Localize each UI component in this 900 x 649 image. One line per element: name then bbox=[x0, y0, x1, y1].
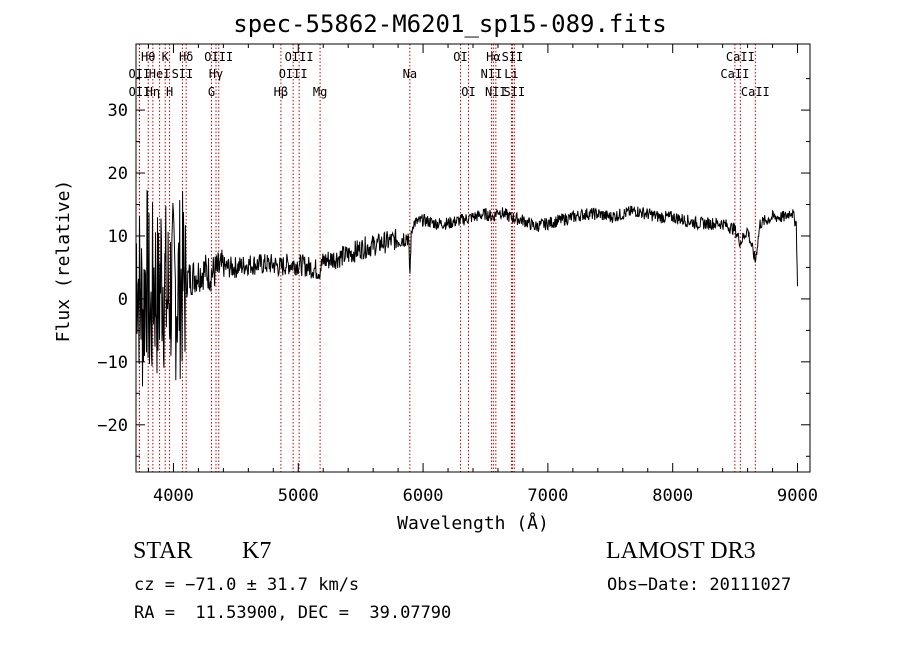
spectral-line-markers bbox=[138, 44, 756, 472]
line-label-CaII: CaII bbox=[726, 50, 755, 64]
plot-frame bbox=[135, 43, 811, 473]
line-label-SII: SII bbox=[172, 67, 194, 81]
line-label-Hη: Hη bbox=[146, 85, 160, 99]
y-tick-label: 0 bbox=[118, 290, 128, 310]
line-label-Na: Na bbox=[403, 67, 417, 81]
line-label-OII: OII bbox=[129, 67, 151, 81]
line-label-Hδ: Hδ bbox=[179, 50, 193, 64]
y-tick-label: 30 bbox=[108, 101, 128, 121]
line-label-Hγ: Hγ bbox=[209, 67, 223, 81]
line-label-Hθ: Hθ bbox=[141, 50, 155, 64]
line-label-NII: NII bbox=[485, 85, 507, 99]
object-subclass: K7 bbox=[242, 538, 272, 564]
line-label-Li: Li bbox=[504, 67, 518, 81]
line-label-Hβ: Hβ bbox=[274, 85, 288, 99]
line-label-OIII: OIII bbox=[285, 50, 314, 64]
object-class: STAR bbox=[133, 538, 193, 564]
line-label-CaII: CaII bbox=[741, 85, 770, 99]
line-label-K: K bbox=[162, 50, 170, 64]
y-axis-label: Flux (relative) bbox=[53, 180, 74, 343]
y-tick-label: −10 bbox=[97, 353, 128, 373]
line-label-OIII: OIII bbox=[279, 67, 308, 81]
observation-date: Obs−Date: 20111027 bbox=[607, 575, 792, 595]
chart-title: spec-55862-M6201_sp15-089.fits bbox=[233, 10, 667, 38]
ra-dec: RA = 11.53900, DEC = 39.07790 bbox=[134, 603, 452, 623]
line-label-SII: SII bbox=[502, 50, 524, 64]
line-label-OI: OI bbox=[453, 50, 467, 64]
x-axis-ticks: 4000 5000 6000 7000 8000 9000 bbox=[147, 44, 818, 506]
line-label-G: G bbox=[208, 85, 215, 99]
spectral-line-labels: OII OII Hθ Hη HeI K H SII Hδ OIII Hγ G Hβ OIII OIII Mg N… bbox=[129, 50, 770, 99]
line-label-Mg: Mg bbox=[313, 85, 327, 99]
line-label-Hα: Hα bbox=[486, 50, 500, 64]
spectrum-series bbox=[135, 189, 798, 387]
line-label-OII: OII bbox=[129, 85, 151, 99]
line-label-OIII: OIII bbox=[204, 50, 233, 64]
redshift-cz: cz = −71.0 ± 31.7 km/s bbox=[134, 575, 360, 595]
y-tick-label: 10 bbox=[108, 227, 128, 247]
line-label-HeI: HeI bbox=[149, 67, 171, 81]
x-axis-label: Wavelength (Å) bbox=[397, 512, 549, 534]
line-label-H: H bbox=[166, 85, 173, 99]
line-label-SII: SII bbox=[503, 85, 525, 99]
x-tick-label: 8000 bbox=[652, 486, 693, 506]
x-tick-label: 9000 bbox=[777, 486, 818, 506]
line-label-NII: NII bbox=[481, 67, 503, 81]
x-tick-label: 5000 bbox=[278, 486, 319, 506]
survey-name: LAMOST DR3 bbox=[606, 538, 756, 564]
line-label-CaII: CaII bbox=[720, 67, 749, 81]
x-tick-label: 6000 bbox=[403, 486, 444, 506]
y-tick-label: −20 bbox=[97, 416, 128, 436]
y-axis-ticks: −20 −10 0 10 20 30 bbox=[97, 78, 810, 457]
y-tick-label: 20 bbox=[108, 164, 128, 184]
x-tick-label: 4000 bbox=[153, 486, 194, 506]
line-label-OI: OI bbox=[461, 85, 475, 99]
x-tick-label: 7000 bbox=[527, 486, 568, 506]
